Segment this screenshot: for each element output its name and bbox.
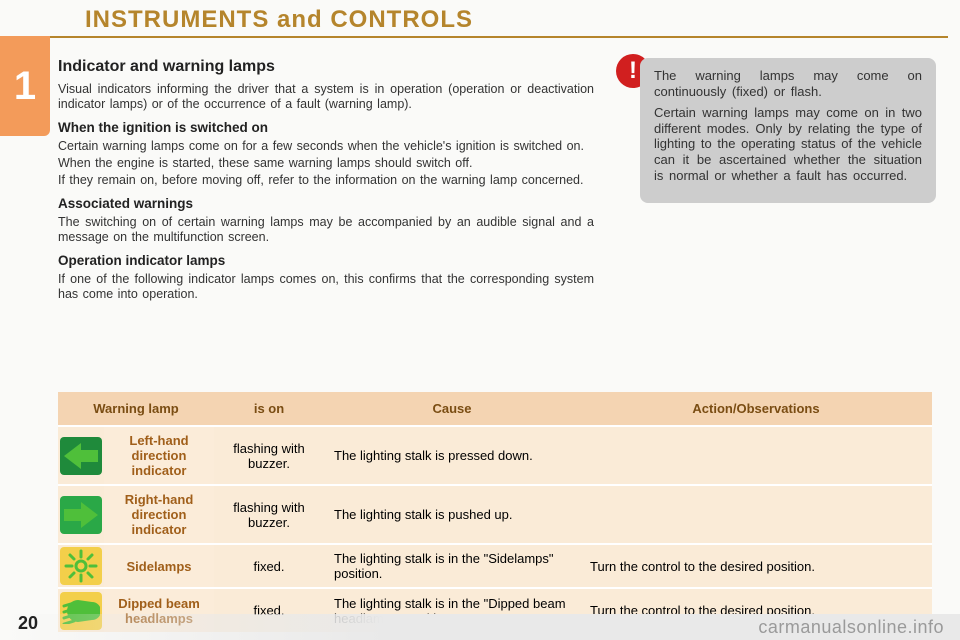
watermark: carmanualsonline.info xyxy=(758,617,944,638)
page-number: 20 xyxy=(18,613,38,634)
page: INSTRUMENTS and CONTROLS 1 Indicator and… xyxy=(0,0,960,640)
action-cell xyxy=(580,485,932,544)
page-header: INSTRUMENTS and CONTROLS xyxy=(85,6,473,34)
lamp-name: Sidelamps xyxy=(104,544,214,588)
is-on-cell: flashing with buzzer. xyxy=(214,426,324,485)
icon-cell xyxy=(58,426,104,485)
cause-cell: The lighting stalk is pushed up. xyxy=(324,485,580,544)
heading-ignition: When the ignition is switched on xyxy=(58,120,594,135)
ignition-text-1: Certain warning lamps come on for a few … xyxy=(58,139,594,154)
action-cell: Turn the control to the desired position… xyxy=(580,544,932,588)
lamp-name: Left-hand direction indicator xyxy=(104,426,214,485)
right-arrow-icon xyxy=(60,496,102,534)
table-row: Sidelamps fixed. The lighting stalk is i… xyxy=(58,544,932,588)
is-on-cell: flashing with buzzer. xyxy=(214,485,324,544)
callout-box: The warning lamps may come on continuous… xyxy=(640,58,936,203)
ignition-text-3: If they remain on, before moving off, re… xyxy=(58,173,594,188)
table-header-row: Warning lamp is on Cause Action/Observat… xyxy=(58,392,932,426)
th-is-on: is on xyxy=(214,392,324,426)
icon-cell xyxy=(58,544,104,588)
th-warning-lamp: Warning lamp xyxy=(58,392,214,426)
cause-cell: The lighting stalk is pressed down. xyxy=(324,426,580,485)
heading-main: Indicator and warning lamps xyxy=(58,58,594,76)
lamp-name: Right-hand direction indicator xyxy=(104,485,214,544)
ignition-text-2: When the engine is started, these same w… xyxy=(58,156,594,171)
icon-cell xyxy=(58,485,104,544)
chapter-tab: 1 xyxy=(0,36,50,136)
warning-lamp-table: Warning lamp is on Cause Action/Observat… xyxy=(58,392,932,632)
heading-operation: Operation indicator lamps xyxy=(58,253,594,268)
associated-text: The switching on of certain warning lamp… xyxy=(58,215,594,245)
intro-text: Visual indicators informing the driver t… xyxy=(58,82,594,112)
left-arrow-icon xyxy=(60,437,102,475)
callout-text-2: Certain warning lamps may come on in two… xyxy=(654,105,922,183)
body-content: Indicator and warning lamps Visual indic… xyxy=(58,58,594,310)
table-row: Left-hand direction indicator flashing w… xyxy=(58,426,932,485)
operation-text: If one of the following indicator lamps … xyxy=(58,272,594,302)
th-action: Action/Observations xyxy=(580,392,932,426)
table-row: Right-hand direction indicator flashing … xyxy=(58,485,932,544)
header-rule xyxy=(50,36,948,38)
heading-associated: Associated warnings xyxy=(58,196,594,211)
cause-cell: The lighting stalk is in the "Sidelamps"… xyxy=(324,544,580,588)
callout-text-1: The warning lamps may come on continuous… xyxy=(654,68,922,99)
action-cell xyxy=(580,426,932,485)
th-cause: Cause xyxy=(324,392,580,426)
is-on-cell: fixed. xyxy=(214,544,324,588)
sidelamps-icon xyxy=(60,547,102,585)
